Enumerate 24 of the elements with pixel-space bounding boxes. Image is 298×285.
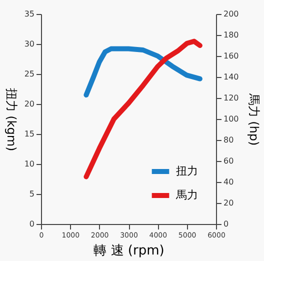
y2-axis-title: 馬力 (hp) <box>246 92 261 146</box>
y2-tick-label: 160 <box>224 52 239 60</box>
y-tick-label: 25 <box>24 70 34 78</box>
y-tick-label: 20 <box>24 100 34 108</box>
legend-label: 馬力 <box>175 188 198 202</box>
y-tick-label: 15 <box>24 130 34 138</box>
y-tick-label: 30 <box>24 40 34 48</box>
y2-tick-label: 60 <box>224 156 234 166</box>
y2-tick-label: 100 <box>224 114 239 124</box>
y2-tick-label: 200 <box>224 10 239 18</box>
x-axis-title: 轉 速 (rpm) <box>94 244 164 258</box>
y-axis-title: 扭力 (kgm) <box>4 88 18 152</box>
y2-tick-label: 120 <box>224 94 239 102</box>
y-tick-label: 10 <box>24 160 34 168</box>
y-tick-label: 35 <box>24 10 34 18</box>
y2-tick-label: 180 <box>224 30 239 40</box>
y2-tick-label: 80 <box>224 136 234 144</box>
y-tick-label: 5 <box>29 190 34 198</box>
y2-tick-label: 140 <box>224 72 239 82</box>
y-tick-label: 0 <box>29 220 34 228</box>
y2-tick-label: 20 <box>224 198 234 208</box>
y2-tick-label: 40 <box>224 178 234 186</box>
legend-label: 扭力 <box>176 164 198 178</box>
y2-tick-label: 0 <box>224 220 229 228</box>
